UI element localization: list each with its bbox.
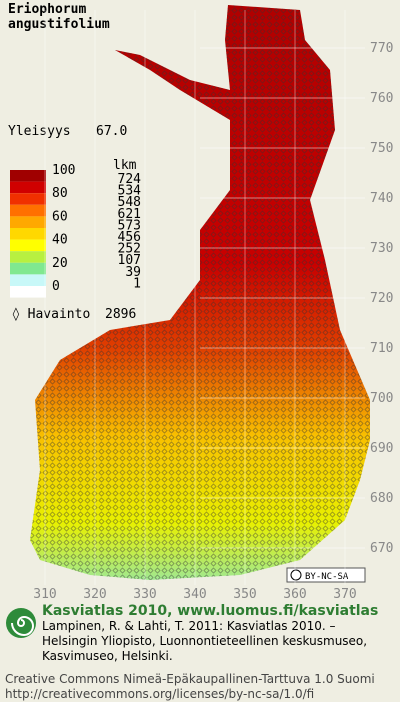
x-axis-label: 360 [283,587,306,602]
logo [6,608,36,638]
x-axis-label: 330 [133,587,156,602]
legend-scale-label: 80 [52,186,68,201]
legend-swatch [10,170,46,182]
legend-swatch [10,251,46,263]
legend-swatch [10,286,46,298]
legend-scale-label: 60 [52,209,68,224]
y-axis-label: 710 [370,341,393,356]
legend-count: 548 [118,195,141,210]
legend-count: 724 [118,172,142,187]
legend-count: 456 [118,230,141,245]
license-badge: BY-NC-SA [305,572,349,582]
legend-count: 39 [125,265,141,280]
y-axis-label: 740 [370,191,393,206]
legend-swatch [10,193,46,205]
y-axis-label: 680 [370,491,393,506]
y-axis-label: 670 [370,541,393,556]
frequency-value: 67.0 [96,124,127,139]
legend-swatch [10,239,46,252]
x-axis-label: 370 [333,587,356,602]
legend-scale-label: 40 [52,233,68,248]
y-axis-label: 720 [370,291,393,306]
y-axis-label: 730 [370,241,393,256]
legend-swatch [10,262,46,275]
count-header: lkm [113,158,137,173]
y-axis-label: 690 [370,441,393,456]
legend-scale-label: 100 [52,163,75,178]
y-axis-label: 760 [370,91,393,106]
map: Eriophorum angustifolium Yleisyys 67.0 l… [8,2,393,602]
observation-marks [30,5,370,580]
legend-count: 107 [118,253,141,268]
citation-line: Kasvimuseo, Helsinki. [42,649,173,663]
legend-swatch [10,181,46,194]
citation-line: Lampinen, R. & Lahti, T. 2011: Kasviatla… [42,619,336,633]
x-axis-label: 340 [183,587,206,602]
legend-count: 573 [118,218,141,233]
legend-scale-label: 20 [52,256,68,271]
legend-scale-label: 0 [52,279,60,294]
x-axis-label: 320 [83,587,106,602]
citation-line: Helsingin Yliopisto, Luonnontieteellinen… [42,634,368,648]
license-line: http://creativecommons.org/licenses/by-n… [5,687,315,701]
legend-count: 1 [133,276,141,291]
legend-swatch [10,228,46,240]
species-epithet: angustifolium [8,17,110,32]
x-axis-label: 350 [233,587,256,602]
footer: Kasviatlas 2010, www.luomus.fi/kasviatla… [0,604,400,702]
y-axis-label: 770 [370,41,393,56]
license-line: Creative Commons Nimeä-Epäkaupallinen-Ta… [5,672,375,686]
legend-count: 534 [118,184,142,199]
cc-badge: BY-NC-SA [286,567,366,583]
x-axis-label: 310 [33,587,56,602]
legend-swatch [10,216,46,228]
legend-count: 621 [118,207,141,222]
y-axis-label: 700 [370,391,393,406]
legend-swatch [10,204,46,217]
legend-swatch [10,274,46,286]
observation-label: ◊ Havainto [12,307,90,322]
frequency-label: Yleisyys [8,124,71,139]
observation-value: 2896 [105,307,136,322]
footer-title: Kasviatlas 2010, www.luomus.fi/kasviatla… [42,603,379,619]
y-axis-label: 750 [370,141,393,156]
observation-label-text: Havainto [28,307,91,322]
species-genus: Eriophorum [8,2,86,17]
legend-count: 252 [118,242,141,257]
